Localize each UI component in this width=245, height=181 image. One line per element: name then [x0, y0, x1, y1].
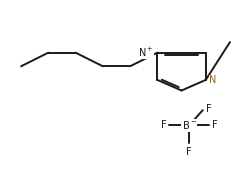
Text: B$^-$: B$^-$ — [182, 119, 197, 131]
Text: F: F — [212, 120, 218, 130]
Text: N: N — [209, 75, 217, 85]
Text: N$^+$: N$^+$ — [138, 46, 154, 59]
Text: F: F — [206, 104, 211, 114]
Text: F: F — [186, 146, 192, 157]
Text: F: F — [161, 120, 166, 130]
